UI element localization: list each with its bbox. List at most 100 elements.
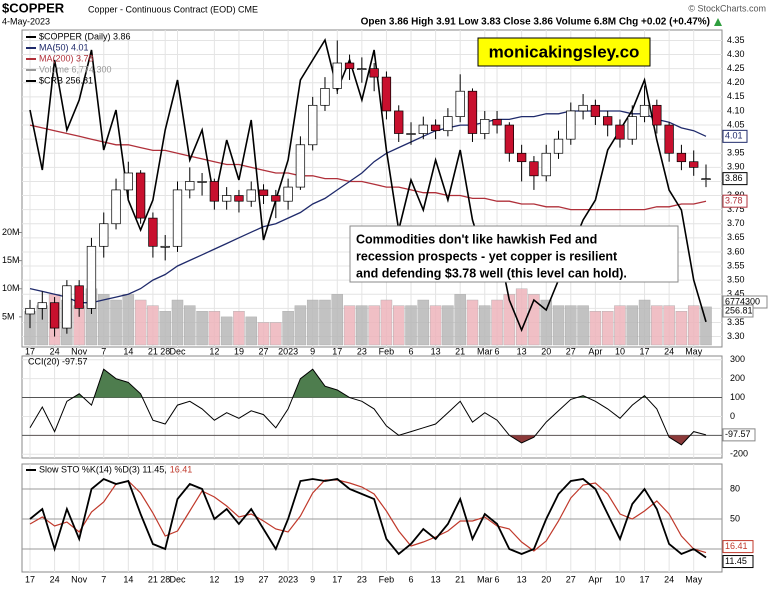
y-tick-label: 3.75 [727,204,745,214]
x-tick-label: 19 [234,346,244,356]
x-tick-label: 27 [259,346,269,356]
x-tick-label: 24 [664,346,674,356]
x-tick-label: 20 [541,574,551,584]
y-tick-label: 3.30 [727,331,745,341]
candle-body [160,245,170,248]
x-tick-label: 12 [209,574,219,584]
y-tick-label: 3.35 [727,317,745,327]
y-tick-label: 4.35 [727,35,745,45]
x-tick-label: 27 [566,574,576,584]
x-tick-label: 28 [160,574,170,584]
date: 4-May-2023 [2,16,50,26]
volume-bar [614,305,626,346]
x-tick-label: Feb [379,346,395,356]
x-tick-label: 2023 [278,574,298,584]
candle-body [455,90,465,117]
volume-bar [454,294,466,346]
candle-body [283,186,293,202]
volume-bar [98,294,110,346]
candle-body [172,189,183,247]
candle-body [344,62,355,70]
y-tick-label: 4.10 [727,105,745,115]
x-tick-label: 13 [517,346,527,356]
x-tick-label: 13 [431,346,441,356]
x-tick-label: Apr [588,346,602,356]
volume-bar [208,311,221,346]
sto-legend-d: 16.41 [170,464,193,474]
volume-bar [159,311,171,346]
x-tick-label: 7 [101,574,106,584]
cci-fill-down [509,435,691,445]
candle-body [332,62,342,89]
candle-body [418,124,428,134]
value-tag [722,304,754,318]
value-tag-label: 256.81 [725,305,753,315]
x-tick-label: 20 [541,346,551,356]
volume-bar [515,288,528,346]
x-tick-label: 6 [409,346,414,356]
volume-bar [171,299,184,346]
volume-bar [565,305,577,346]
x-tick-label: 24 [50,574,60,584]
candle-body [516,152,527,163]
crb-line [29,37,707,333]
candle-body [406,133,416,135]
volume-bar [417,299,430,346]
x-tick-label: 10 [615,346,625,356]
x-tick-label: 17 [640,574,650,584]
candle-body [246,189,256,202]
volume-bar [257,322,270,346]
value-tag-label: 4.01 [725,131,743,141]
volume-bar [626,305,638,346]
candle-body [99,223,109,247]
x-tick-label: 28 [160,346,170,356]
y-tick-label: 4.20 [727,77,745,87]
x-tick-label: Nov [71,346,88,356]
volume-bar [122,294,135,346]
candle-body [541,152,551,177]
x-tick-label: 13 [517,574,527,584]
credit: © StockCharts.com [688,3,766,13]
candle-body [590,104,601,117]
candle-body [639,104,650,117]
value-tag-label: -97.57 [725,429,751,439]
candle-body [480,119,490,134]
y-tick-label: 80 [730,483,740,493]
candle-body [148,217,158,247]
y-tick-label: 4.05 [727,119,745,129]
candle-body [111,189,121,225]
candle-body [369,68,379,78]
x-tick-label: May [685,574,703,584]
volume-bar [577,305,589,346]
x-tick-label: 17 [25,574,35,584]
annotation: and defending $3.78 well (this level can… [356,266,627,280]
volume-bar [638,299,651,346]
x-tick-label: 21 [148,346,158,356]
volume-bar [147,305,159,346]
volume-bar [196,311,208,346]
annotation-box [349,225,679,283]
value-tag-label: 6774300 [725,296,760,306]
candle-body [197,181,207,183]
candle-body [430,124,441,132]
x-tick-label: 23 [357,346,367,356]
volume-bar [503,294,516,346]
candle-body [529,161,539,177]
volume-bar [479,305,491,346]
volume-bar [368,305,380,346]
volume-bar [184,305,196,346]
y-tick-label: 200 [730,373,745,383]
candle-body [62,285,72,329]
candle-body [135,172,146,219]
volume-bar [110,299,122,346]
x-tick-label: 17 [640,346,650,356]
candle-body [222,195,232,202]
watermark: monicakingsley.co [489,42,640,61]
candle-body [652,104,662,126]
value-tag [722,540,754,554]
y-tick-label: 100 [730,392,745,402]
x-tick-label: 6 [495,574,500,584]
x-tick-label: Mar [477,574,493,584]
volume-bar [700,306,712,346]
candle-body [234,195,244,202]
